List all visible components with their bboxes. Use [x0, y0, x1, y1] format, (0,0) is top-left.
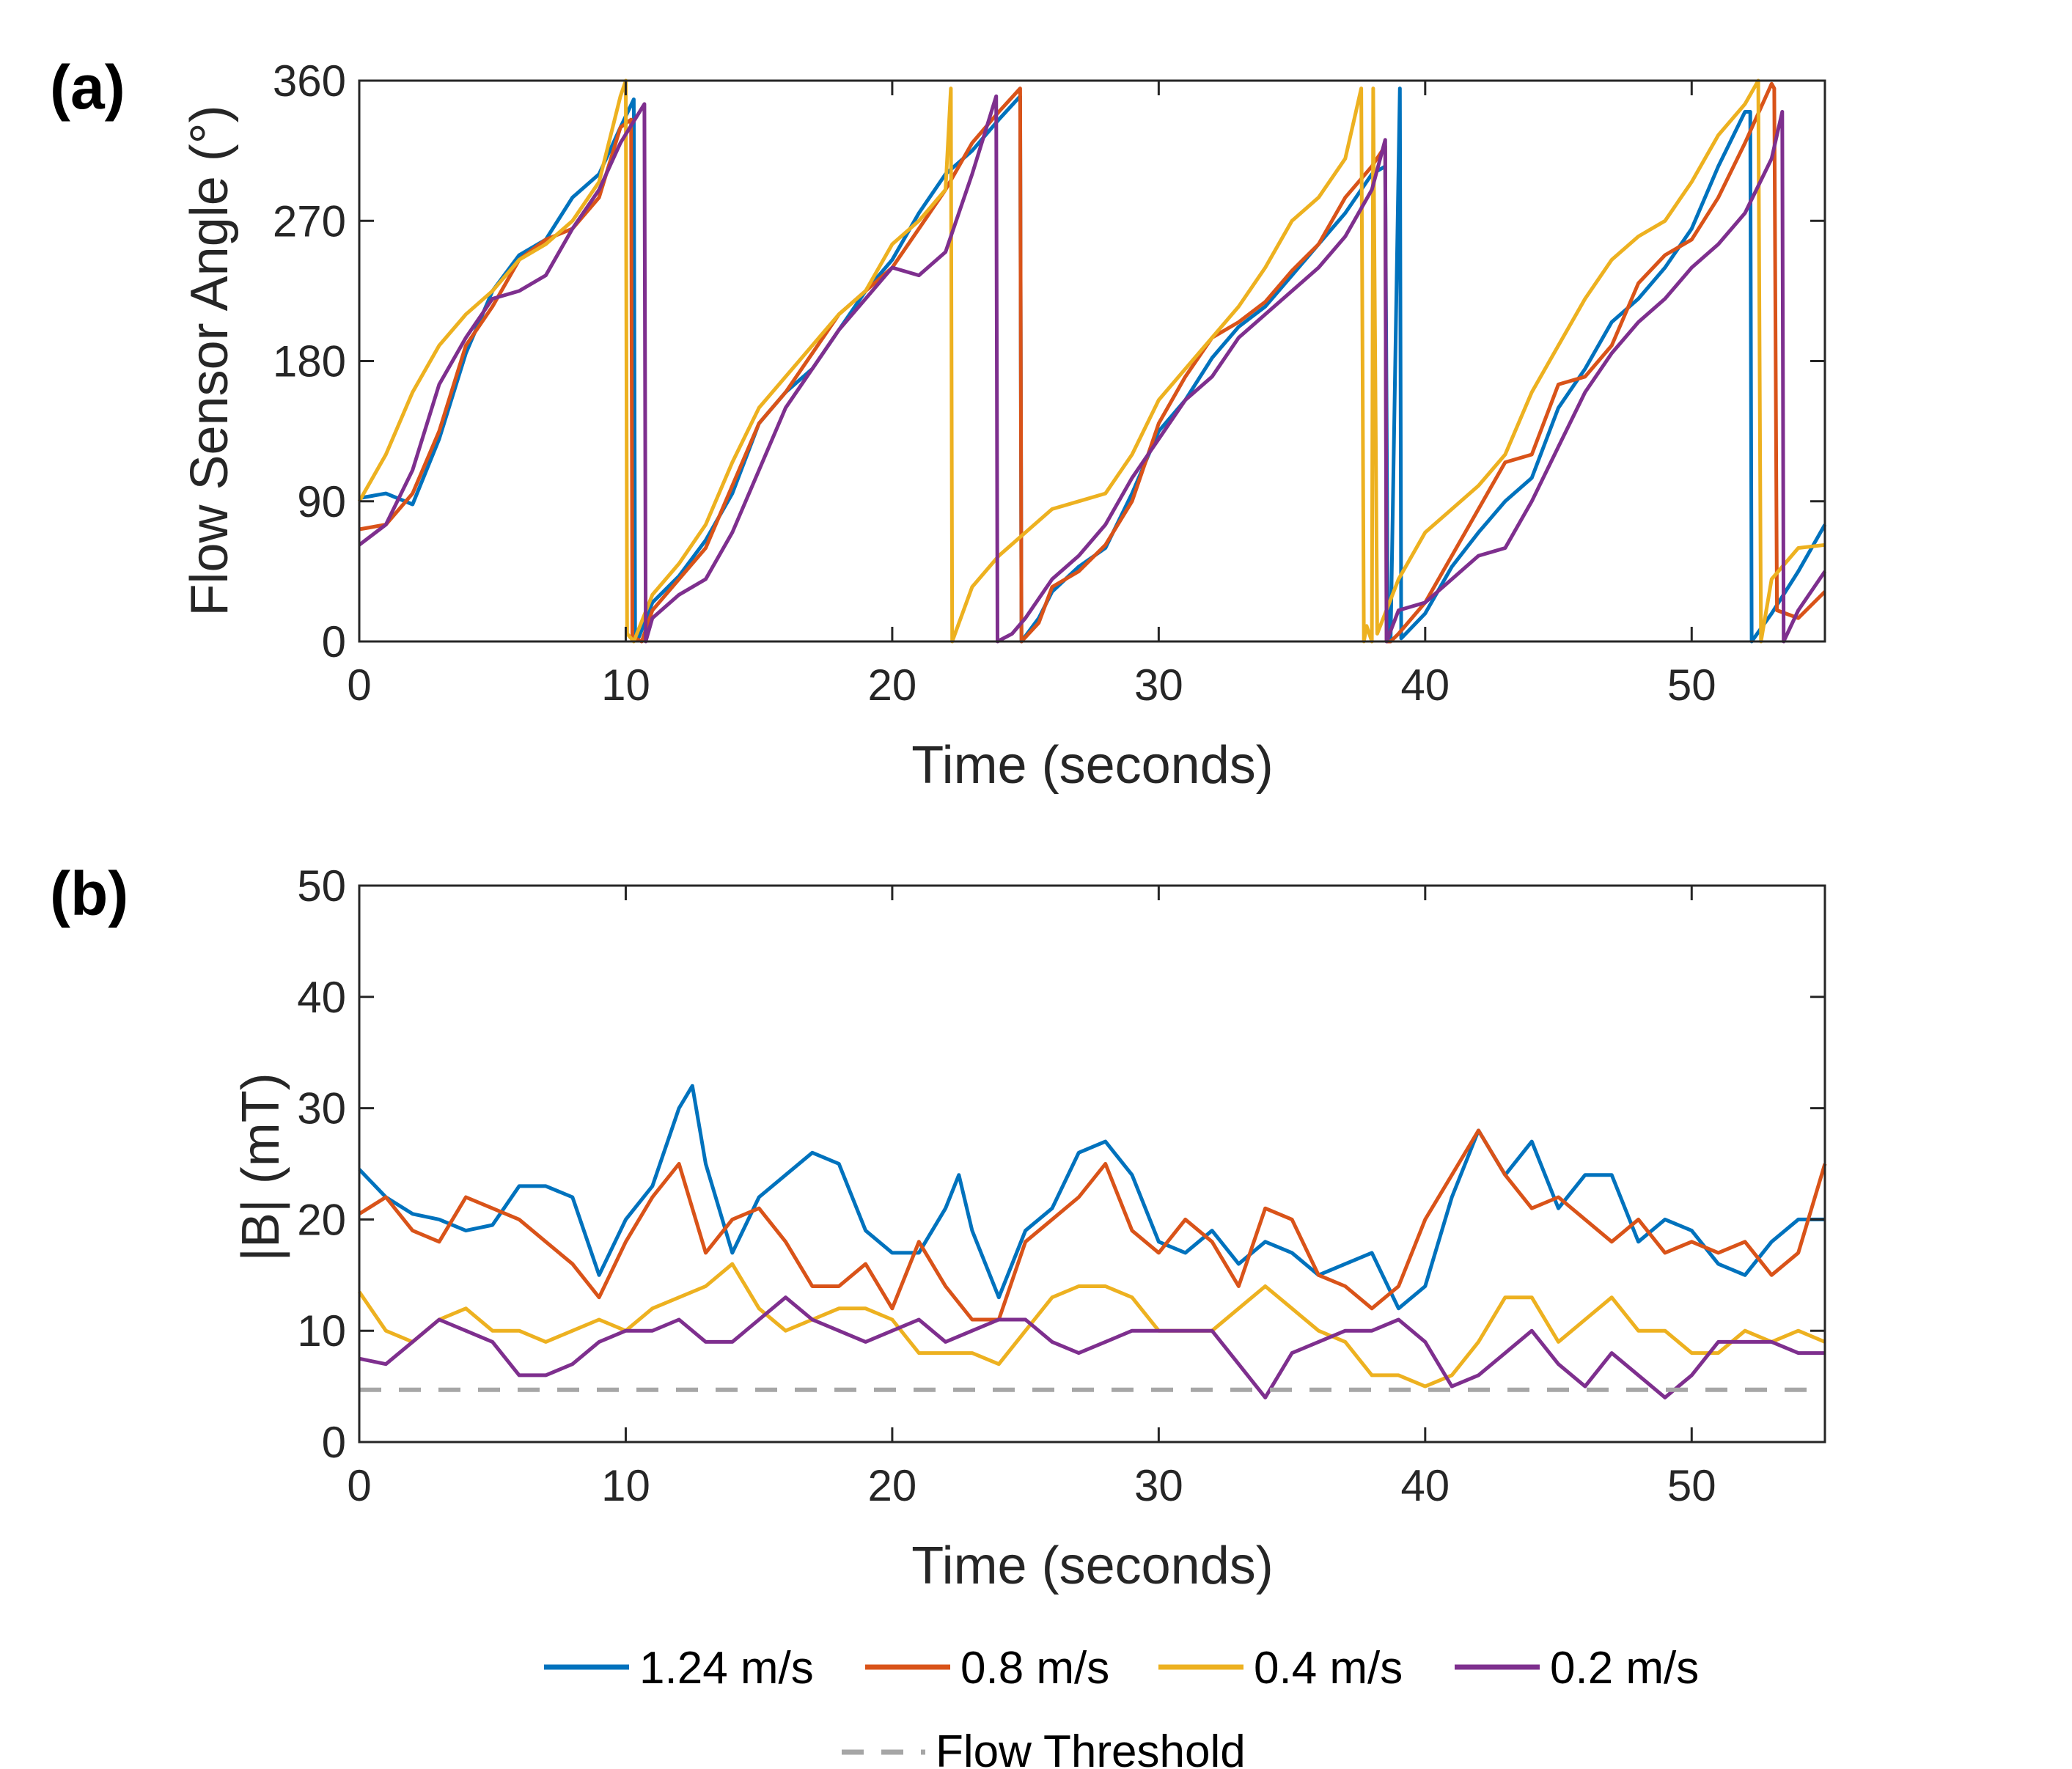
panel-b-y-axis-title: |B| (mT)	[232, 1073, 290, 1261]
panel-b-y-tick-label: 20	[297, 1195, 346, 1244]
legend-label-0-8: 0.8 m/s	[960, 1643, 1109, 1693]
panel-a-series-0-4-m-s	[357, 78, 1826, 644]
panel-b-series-lines	[357, 1084, 1827, 1400]
panel-b-y-tick-label: 40	[297, 973, 346, 1022]
panel-b-x-axis-title: Time (seconds)	[911, 1537, 1273, 1595]
panel-b-x-tick-label: 30	[1134, 1461, 1183, 1510]
panel-a-x-tick-label: 10	[601, 661, 650, 710]
panel-a-y-tick-label: 90	[297, 477, 346, 526]
panel-a-label: (a)	[50, 53, 125, 122]
panel-b-series-0-4-m-s	[357, 1262, 1826, 1389]
panel-b-y-tick-label: 30	[297, 1084, 346, 1133]
panel-a: (a) 0 10 20 30 40 50 0 90 180 270 360 Time (second…	[50, 53, 1827, 795]
panel-a-x-tick-label: 20	[868, 661, 917, 710]
panel-b-x-tick-label: 0	[347, 1461, 371, 1510]
panel-a-x-tick-label: 30	[1134, 661, 1183, 710]
legend-label-flow-threshold: Flow Threshold	[936, 1726, 1246, 1769]
panel-b-y-tick-label: 50	[297, 861, 346, 911]
panel-b: (b) 0 10 20 30 40 50 0 10 20 30 40 50 Time (seconds…	[50, 859, 1827, 1595]
panel-a-y-tick-label: 180	[273, 337, 346, 386]
panel-a-y-tick-label: 0	[322, 617, 346, 666]
panel-a-x-axis-title: Time (seconds)	[911, 736, 1273, 795]
panel-a-ticks: 0 10 20 30 40 50 0 90 180 270 360	[273, 56, 1825, 710]
panel-b-y-tick-label: 10	[297, 1306, 346, 1356]
panel-a-y-tick-label: 360	[273, 56, 346, 106]
panel-b-x-tick-label: 50	[1667, 1461, 1716, 1510]
legend-label-1-24: 1.24 m/s	[639, 1643, 814, 1693]
panel-b-axes-box	[358, 884, 1826, 1443]
panel-b-series-1-24-m-s	[358, 1084, 1825, 1311]
panel-a-series-lines	[357, 78, 1827, 644]
panel-b-y-tick-label: 0	[322, 1418, 346, 1467]
panel-b-label: (b)	[50, 859, 128, 928]
panel-a-series-0-8-m-s	[359, 81, 1826, 644]
panel-a-y-axis-title: Flow Sensor Angle (°)	[180, 105, 239, 616]
panel-a-y-tick-label: 270	[273, 196, 346, 246]
panel-b-x-tick-label: 40	[1400, 1461, 1450, 1510]
panel-a-x-tick-label: 50	[1667, 661, 1716, 710]
panel-a-x-tick-label: 0	[347, 661, 371, 710]
panel-b-series-0-2-m-s	[359, 1295, 1825, 1400]
panel-b-x-tick-label: 20	[868, 1461, 917, 1510]
panel-a-series-1-24-m-s	[359, 87, 1827, 644]
panel-a-x-tick-label: 40	[1400, 661, 1450, 710]
panel-b-x-tick-label: 10	[601, 1461, 650, 1510]
panel-b-ticks: 0 10 20 30 40 50 0 10 20 30 40 50	[297, 861, 1825, 1510]
panel-b-series-0-8-m-s	[358, 1128, 1827, 1322]
panel-a-series-0-2-m-s	[358, 94, 1827, 644]
legend: 1.24 m/s 0.8 m/s 0.4 m/s 0.2 m/s Flow Th…	[544, 1643, 1699, 1769]
legend-label-0-4: 0.4 m/s	[1254, 1643, 1403, 1693]
legend-label-0-2: 0.2 m/s	[1550, 1643, 1699, 1693]
